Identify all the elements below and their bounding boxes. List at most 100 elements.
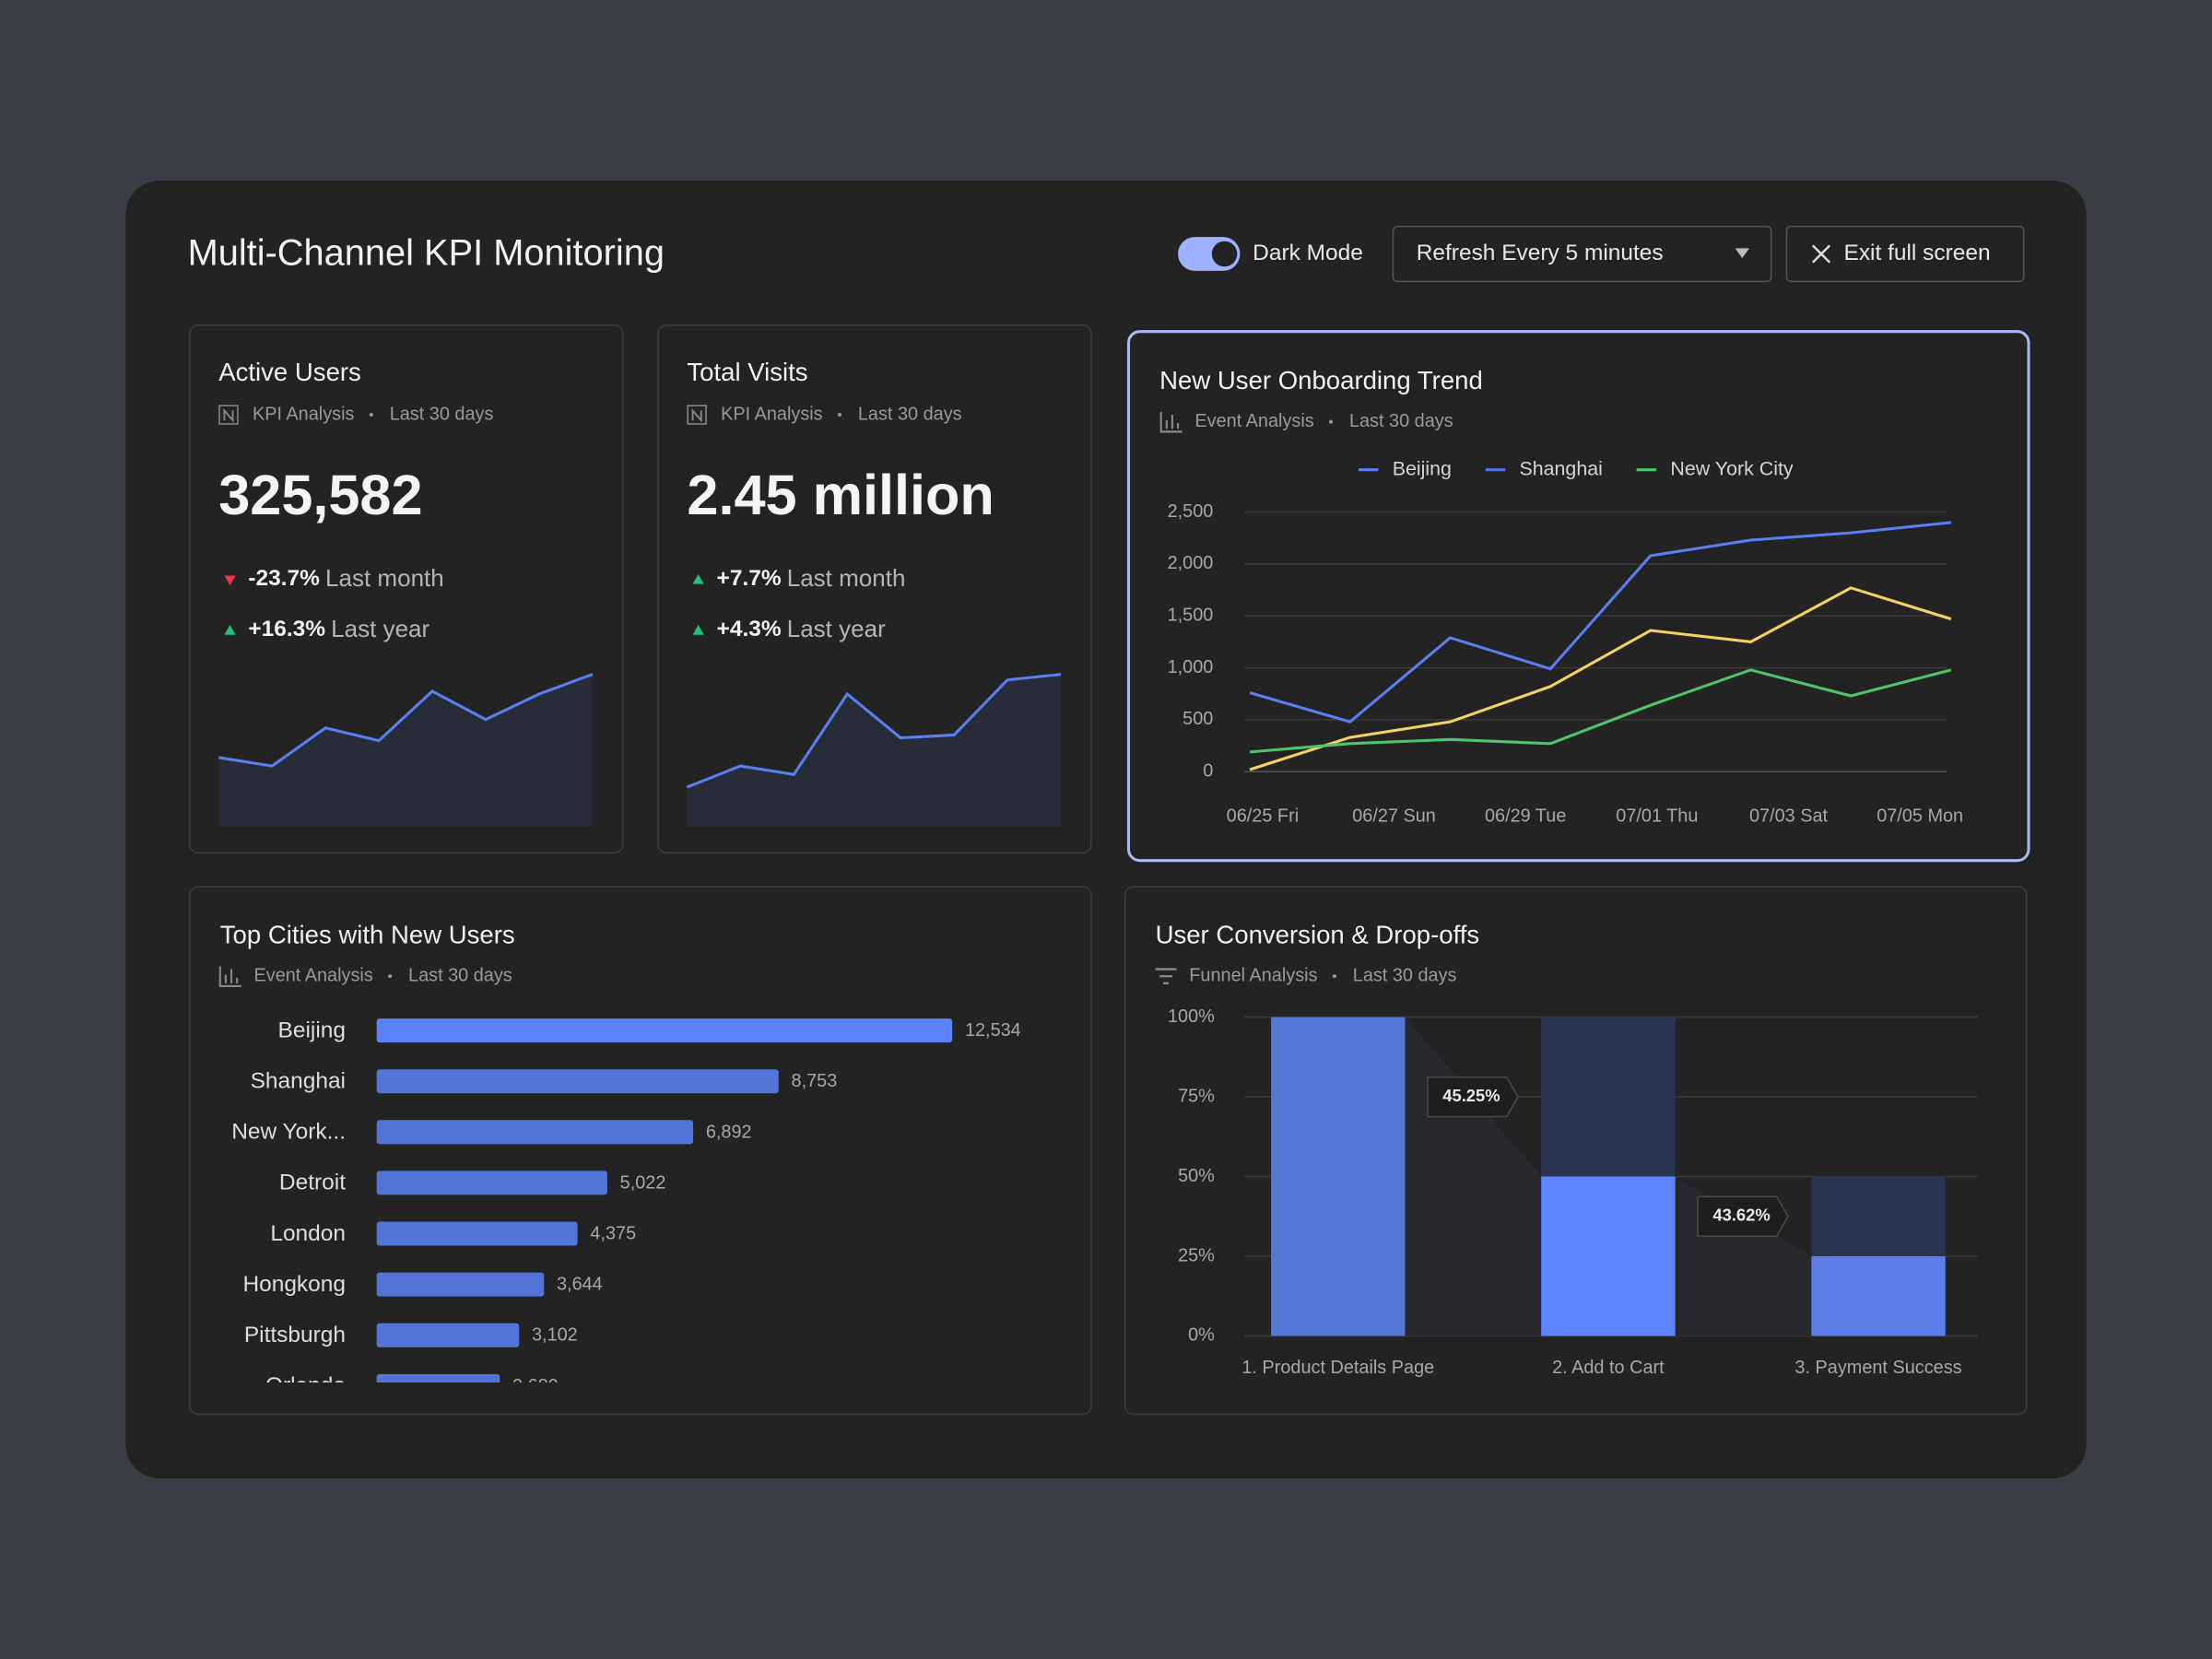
funnel-bar [1541, 1176, 1676, 1336]
toggle-label: Dark Mode [1253, 241, 1363, 265]
funnel-bar [1811, 1256, 1946, 1336]
y-tick-label: 75% [1178, 1086, 1215, 1106]
card-title: Top Cities with New Users [220, 921, 515, 949]
x-tick-label: 07/01 Thu [1616, 806, 1698, 826]
change-delta: +7.7% [717, 567, 782, 592]
value-label: 12,534 [965, 1020, 1021, 1041]
change-arrow [224, 575, 236, 586]
card-title: New User Onboarding Trend [1159, 366, 1483, 394]
toggle-knob[interactable] [1211, 241, 1238, 267]
change-delta: -23.7% [248, 567, 320, 592]
dropdown-caret[interactable] [1735, 248, 1749, 259]
source-label: Funnel Analysis [1189, 965, 1317, 985]
legend-label: Shanghai [1519, 457, 1602, 479]
source-label: KPI Analysis [721, 404, 823, 424]
change-arrow [692, 625, 704, 635]
kpi-value: 2.45 million [687, 464, 994, 526]
y-tick-label: 2,500 [1168, 501, 1214, 522]
x-tick-label: 06/27 Sun [1352, 806, 1436, 826]
kpi-icon [687, 405, 707, 425]
funnel-bar [1271, 1017, 1406, 1336]
category-label: Beijing [278, 1018, 346, 1042]
conversion-tag [1697, 1195, 1789, 1237]
event-icon [218, 966, 241, 987]
card-title: Active Users [218, 358, 361, 386]
conversion-label: 43.62% [1712, 1206, 1770, 1225]
y-tick-label: 0 [1203, 760, 1213, 781]
value-label: 6,892 [706, 1122, 752, 1142]
bar-rows: Beijing 12,534 Shanghai 8,753 New York... 6,8… [231, 1018, 1021, 1396]
kpi-icon [223, 407, 234, 423]
series-line [1249, 586, 1952, 771]
source-label: Event Analysis [254, 965, 373, 985]
close-icon[interactable] [1811, 244, 1831, 264]
value-label: 3,102 [532, 1325, 578, 1346]
bar [376, 1018, 953, 1043]
x-tick-label: 06/25 Fri [1227, 806, 1299, 826]
bar [376, 1272, 545, 1297]
change-arrow [692, 573, 704, 584]
category-label: London [270, 1221, 346, 1246]
category-label: Pittsburgh [244, 1323, 346, 1347]
category-label: Shanghai [251, 1068, 346, 1093]
value-label: 4,375 [590, 1224, 636, 1244]
separator-dot [388, 974, 393, 979]
period-label: Last 30 days [1349, 411, 1453, 431]
change-label: Last year [331, 615, 429, 642]
bar [376, 1069, 779, 1094]
separator-dot [369, 413, 373, 417]
category-label: New York... [231, 1120, 346, 1145]
kpi-value: 325,582 [218, 464, 422, 526]
separator-dot [837, 413, 841, 417]
sparkline-area [687, 674, 1062, 827]
dropdown-text[interactable]: Refresh Every 5 minutes [1417, 241, 1664, 265]
button-text[interactable]: Exit full screen [1844, 241, 1991, 265]
y-tick-label: 1,000 [1168, 657, 1214, 677]
period-label: Last 30 days [408, 965, 512, 985]
change-text: +7.7% Last month [717, 564, 906, 592]
card-title: User Conversion & Drop-offs [1156, 921, 1480, 949]
y-tick-label: 0% [1188, 1325, 1215, 1346]
kpi-icon [691, 407, 702, 423]
bar [376, 1171, 607, 1195]
exit-button[interactable]: Exit full screen [1785, 225, 2025, 283]
page-title: Multi-Channel KPI Monitoring [188, 233, 665, 274]
sparkline-area [218, 674, 593, 827]
change-text: -23.7% Last month [248, 564, 443, 592]
source-label: KPI Analysis [253, 404, 355, 424]
refresh-dropdown[interactable]: Refresh Every 5 minutes [1392, 225, 1772, 283]
y-tick-label: 100% [1168, 1006, 1215, 1027]
dark-mode-toggle[interactable] [1178, 237, 1241, 271]
y-tick-label: 1,500 [1168, 606, 1214, 626]
series-line [1249, 668, 1952, 754]
category-label: Detroit [279, 1171, 346, 1195]
period-label: Last 30 days [858, 404, 962, 424]
dropdown-box[interactable] [1392, 225, 1772, 283]
x-tick-label: 07/05 Mon [1877, 806, 1963, 826]
x-tick-label: 3. Payment Success [1794, 1358, 1961, 1378]
value-label: 2,680 [512, 1376, 559, 1396]
sparkline [686, 673, 1062, 789]
value-label: 8,753 [792, 1071, 838, 1091]
conversion-label: 45.25% [1442, 1086, 1500, 1105]
y-tick-label: 25% [1178, 1245, 1215, 1265]
bar [376, 1221, 578, 1246]
funnel-icon [1155, 968, 1177, 985]
chart-card [1126, 330, 2030, 863]
legend-label: Beijing [1393, 457, 1452, 479]
conversion-tag [1427, 1076, 1519, 1118]
period-label: Last 30 days [1353, 965, 1457, 985]
bar [376, 1323, 520, 1347]
change-label: Last year [787, 615, 886, 642]
change-label: Last month [325, 564, 444, 592]
bar [376, 1373, 500, 1382]
value-label: 3,644 [557, 1275, 603, 1295]
source-label: Event Analysis [1194, 411, 1313, 431]
sparkline [218, 673, 594, 768]
y-tick-label: 50% [1178, 1166, 1215, 1186]
category-label: Hongkong [242, 1272, 346, 1297]
change-delta: +4.3% [717, 618, 782, 642]
button-box[interactable] [1785, 225, 2025, 283]
